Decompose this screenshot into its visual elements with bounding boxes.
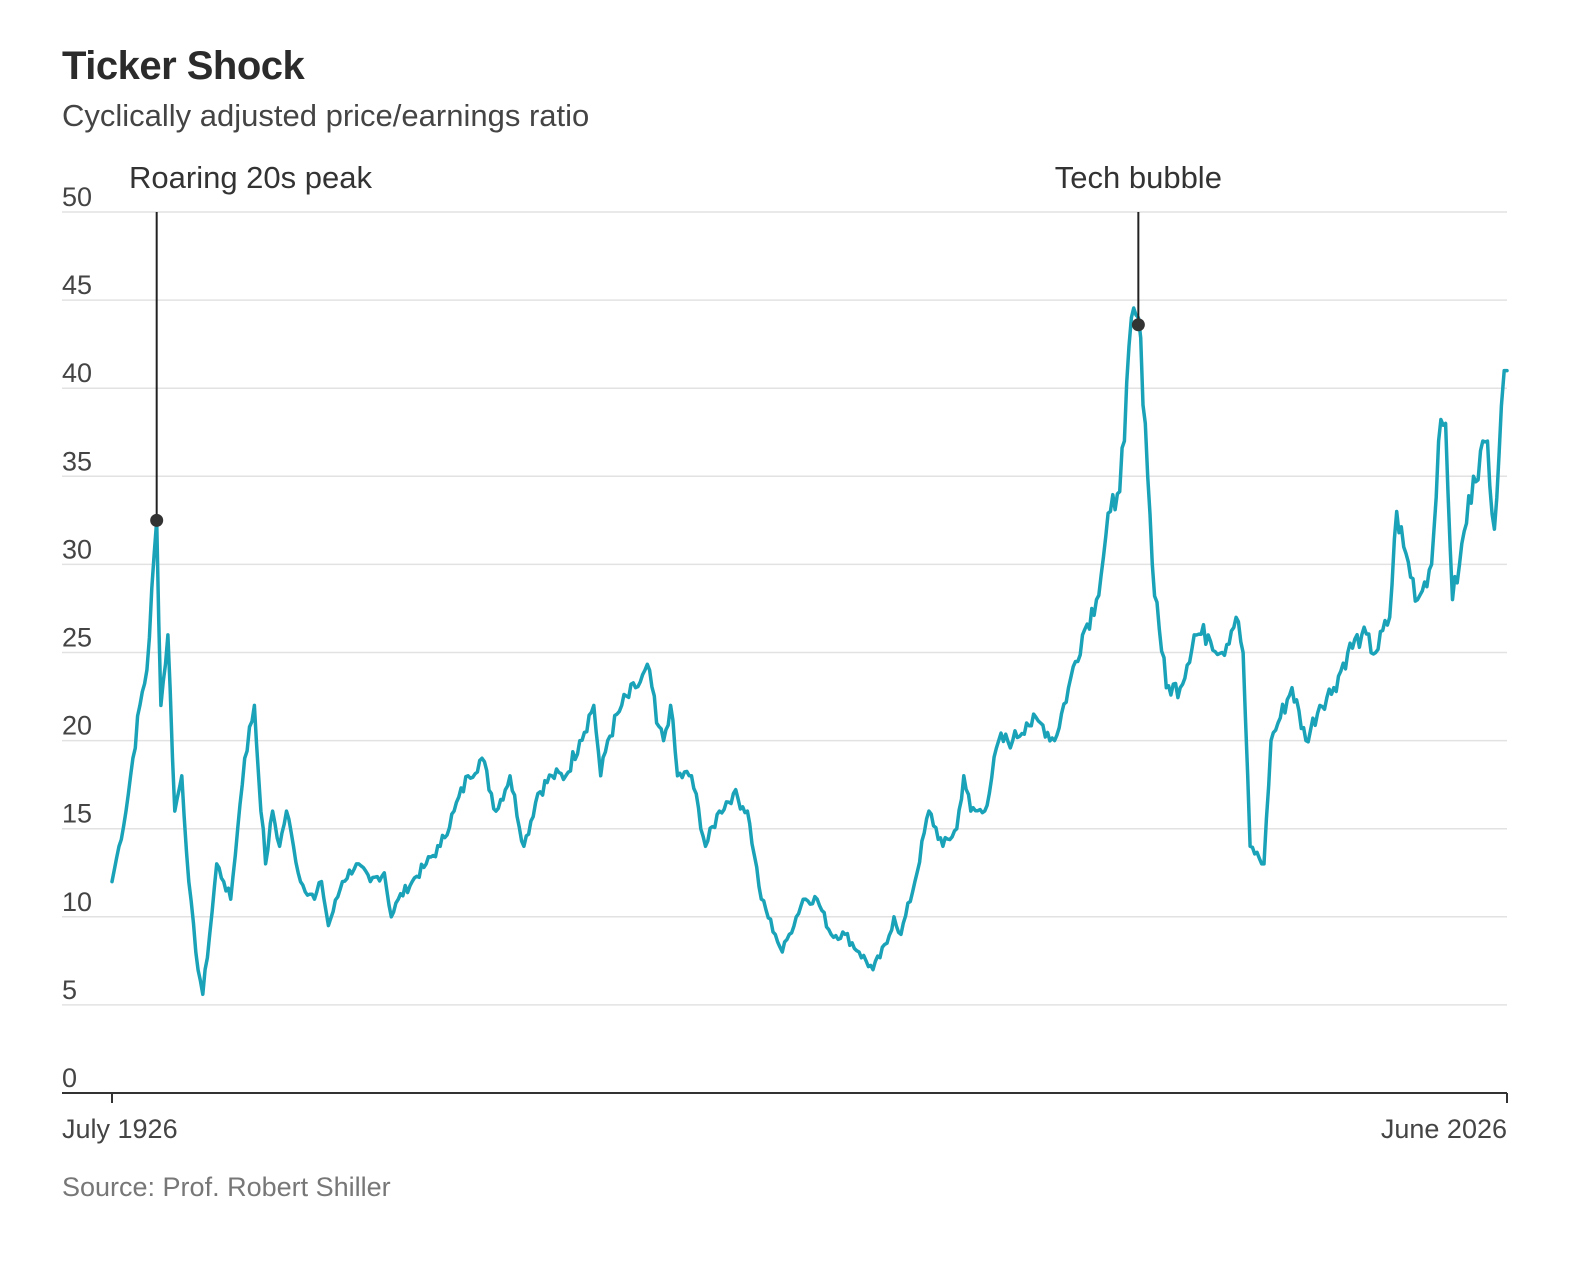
annotation-label: Roaring 20s peak xyxy=(129,160,372,195)
y-tick-label: 5 xyxy=(62,975,77,1005)
chart-title: Ticker Shock xyxy=(62,44,305,88)
x-tick-label: June 2026 xyxy=(1381,1114,1507,1144)
annotation-dot xyxy=(150,513,164,527)
annotation-label: Tech bubble xyxy=(1055,160,1222,195)
cape-series-line xyxy=(110,306,1509,997)
x-axis-ticks: July 1926 June 2026 xyxy=(62,1093,1508,1144)
y-tick-label: 20 xyxy=(62,711,92,741)
y-tick-label: 35 xyxy=(62,446,92,476)
y-tick-label: 25 xyxy=(62,623,92,653)
annotation-dot xyxy=(1131,318,1145,332)
x-tick-label: July 1926 xyxy=(62,1114,178,1144)
y-tick-label: 0 xyxy=(62,1063,77,1093)
y-tick-label: 15 xyxy=(62,799,92,829)
annotations: Roaring 20s peak Tech bubble xyxy=(129,160,1222,527)
y-tick-label: 40 xyxy=(62,358,92,388)
y-tick-label: 10 xyxy=(62,887,92,917)
y-tick-label: 30 xyxy=(62,534,92,564)
y-axis-ticks: 0 5 10 15 20 25 30 35 40 45 50 xyxy=(62,182,92,1093)
gridlines xyxy=(62,211,1507,1006)
y-tick-label: 50 xyxy=(62,182,92,212)
y-tick-label: 45 xyxy=(62,270,92,300)
chart-subtitle: Cyclically adjusted price/earnings ratio xyxy=(62,98,590,133)
source-note: Source: Prof. Robert Shiller xyxy=(62,1172,391,1202)
